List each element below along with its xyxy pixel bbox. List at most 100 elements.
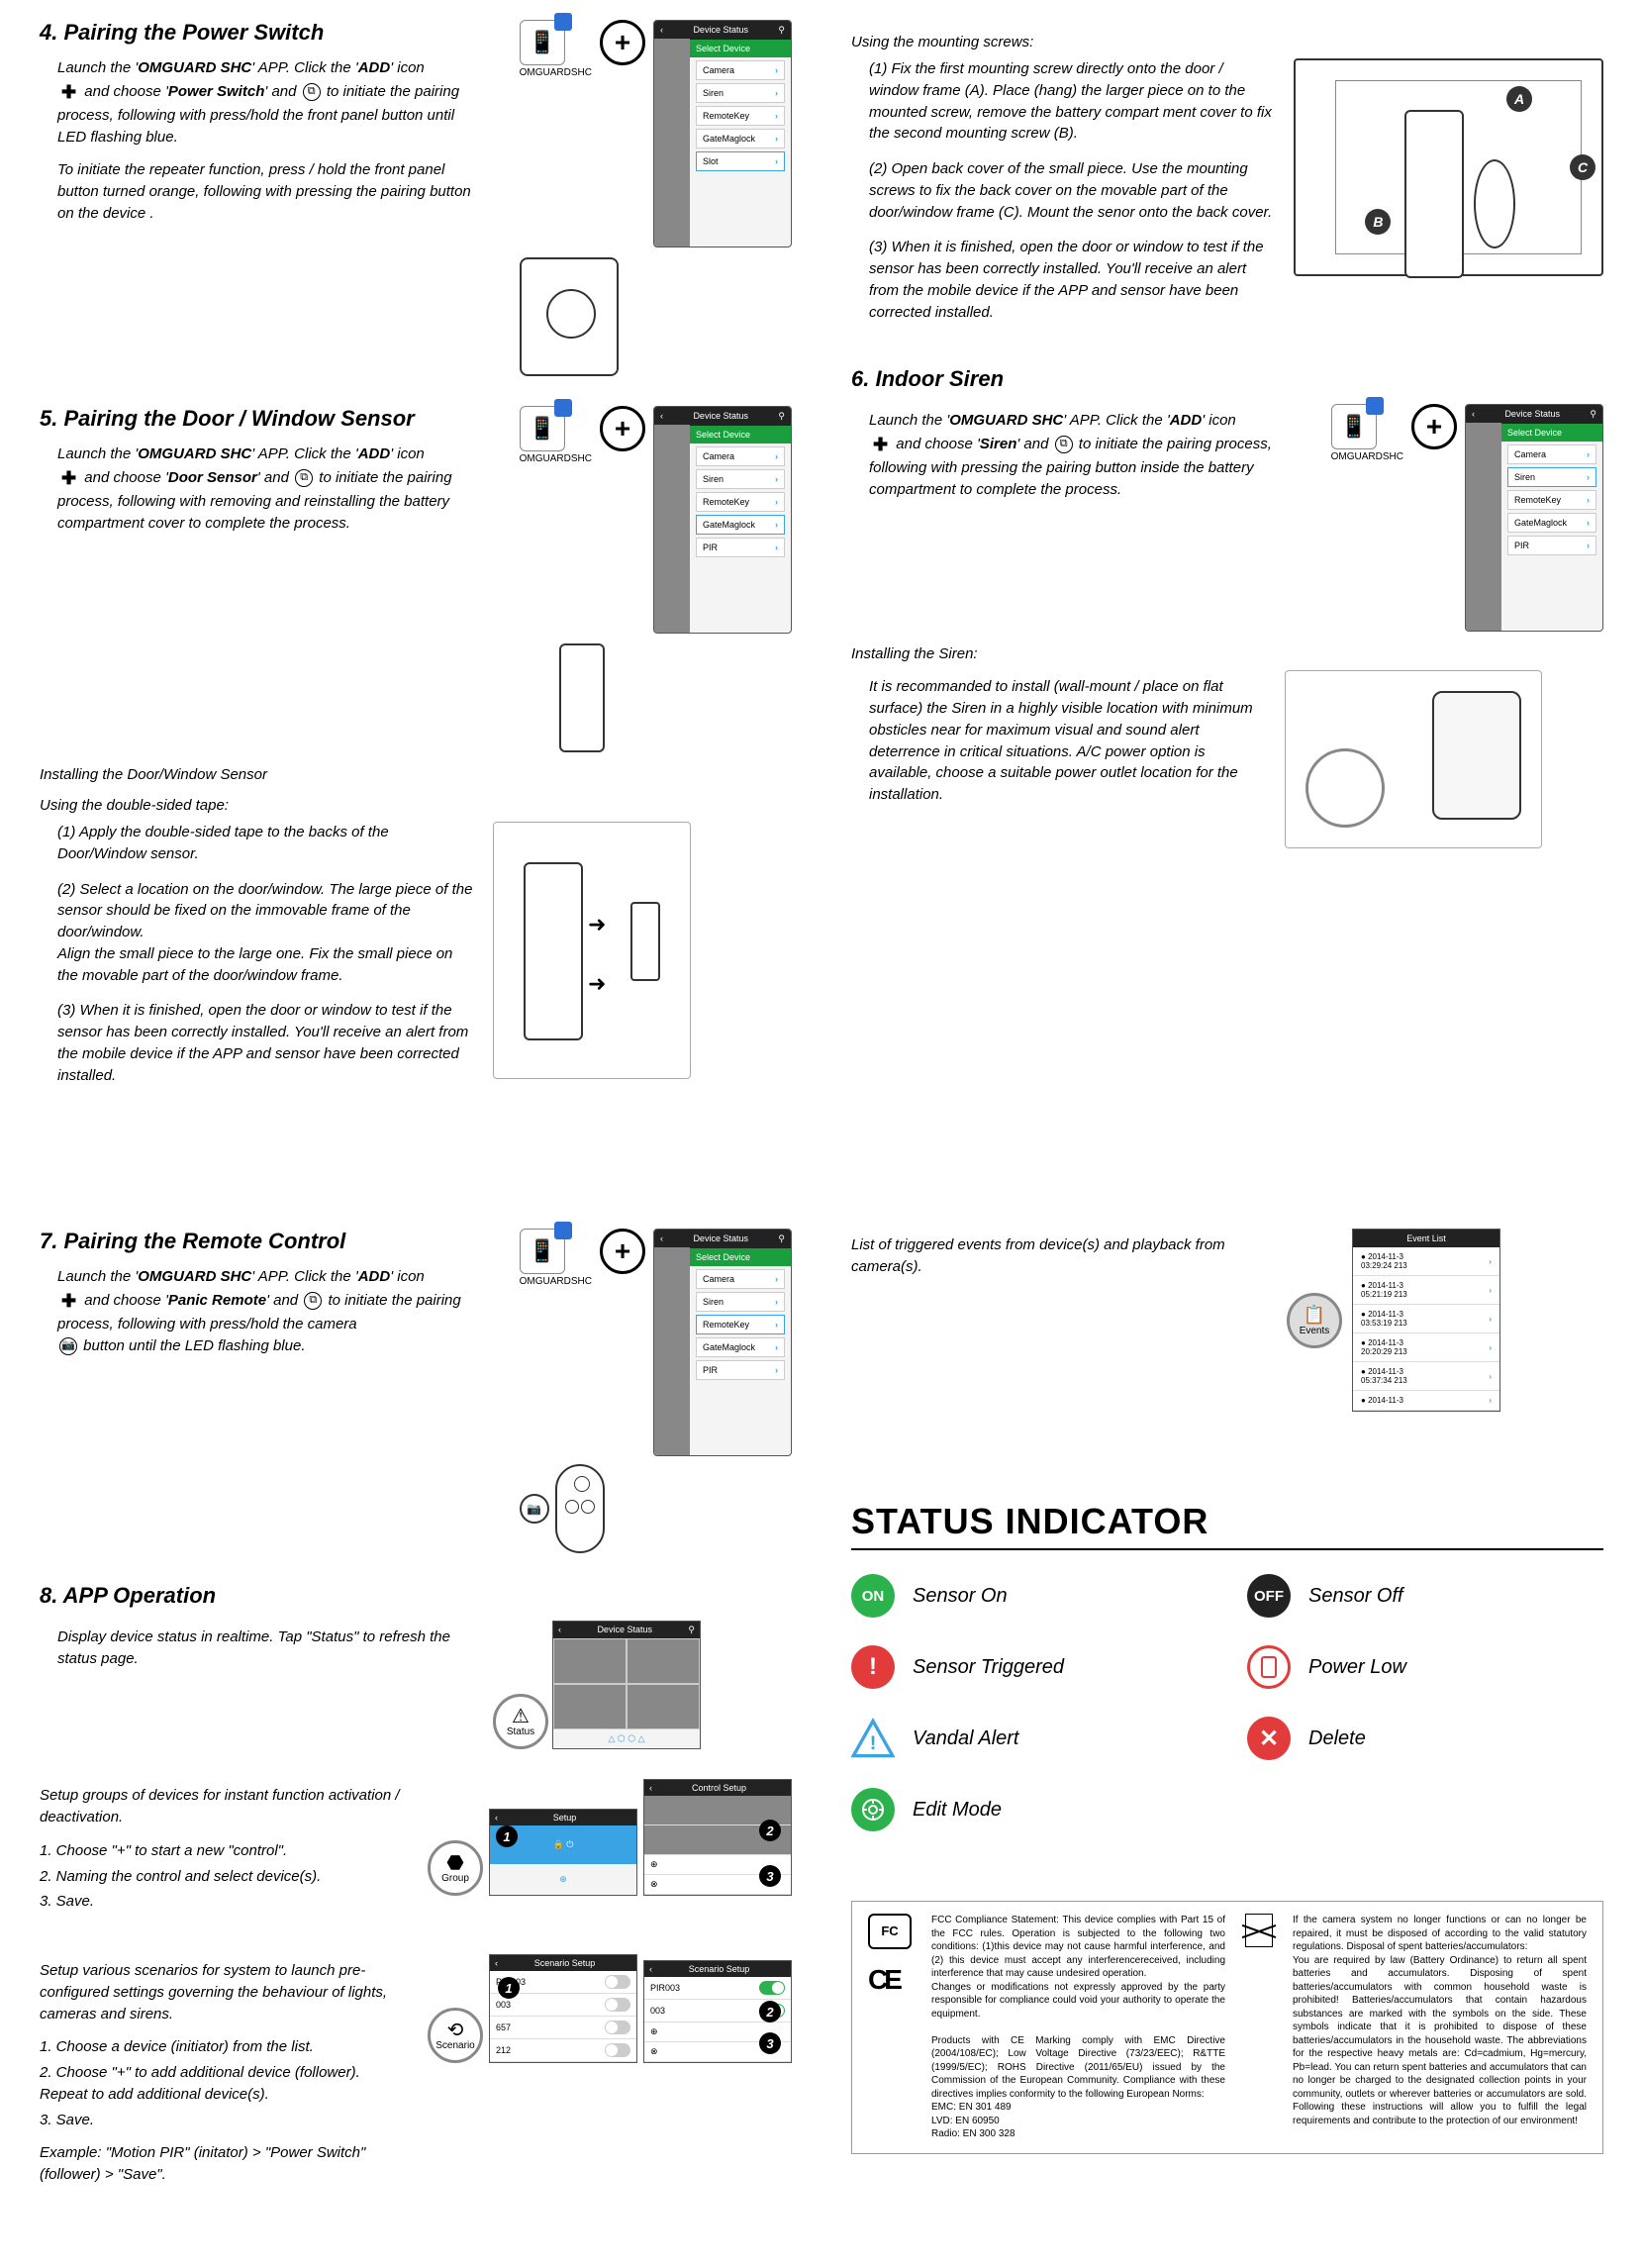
app-label: OMGUARDSHC bbox=[520, 1276, 592, 1287]
status-delete: ✕ Delete bbox=[1247, 1717, 1603, 1760]
status-edit-mode: Edit Mode bbox=[851, 1788, 1208, 1831]
app-icon: 📱 bbox=[520, 406, 565, 451]
device-option: PIR› bbox=[1507, 536, 1596, 555]
opt-label: Siren bbox=[1514, 472, 1535, 482]
device-option: RemoteKey› bbox=[696, 492, 785, 512]
topbar-title: Scenario Setup bbox=[689, 1964, 750, 1974]
txt: Launch the ' bbox=[57, 445, 138, 462]
txt-bold: ADD bbox=[1170, 412, 1203, 429]
opt-label: Camera bbox=[703, 1274, 734, 1284]
status-power-low: Power Low bbox=[1247, 1645, 1603, 1689]
add-icon: + bbox=[600, 406, 645, 451]
status-vandal-alert: ! Vandal Alert bbox=[851, 1717, 1208, 1760]
svg-text:!: ! bbox=[870, 1732, 877, 1754]
tape-title: Using the double-sided tape: bbox=[40, 797, 792, 814]
add-icon: + bbox=[600, 1229, 645, 1274]
section-4-figure: 📱 OMGUARDSHC + ‹Device Status⚲ Select De… bbox=[520, 20, 792, 376]
sec8-p3-step: 2. Choose "+" to add additional device (… bbox=[40, 2062, 408, 2106]
events-desc: List of triggered events from device(s) … bbox=[851, 1234, 1267, 1278]
install-siren-title: Installing the Siren: bbox=[851, 645, 1603, 662]
section-4-body-2: To initiate the repeater function, press… bbox=[57, 159, 473, 224]
section-4-title: 4. Pairing the Power Switch bbox=[40, 20, 500, 46]
bubble-label: Events bbox=[1300, 1326, 1330, 1336]
select-device-header: Select Device bbox=[690, 1248, 791, 1266]
app-label: OMGUARDSHC bbox=[520, 67, 592, 78]
plus-icon: ✚ bbox=[61, 1288, 76, 1314]
status-label: Delete bbox=[1308, 1727, 1366, 1750]
sec8-p1: Display device status in realtime. Tap "… bbox=[57, 1627, 473, 1670]
status-label: Sensor Off bbox=[1308, 1585, 1403, 1608]
txt: ' and bbox=[1016, 436, 1048, 452]
tape-step: (1) Apply the double-sided tape to the b… bbox=[57, 822, 473, 865]
section-status-indicator: STATUS INDICATOR ON Sensor On OFF Sensor… bbox=[851, 1501, 1603, 1871]
section-4-pairing-power-switch: 4. Pairing the Power Switch Launch the '… bbox=[40, 20, 792, 376]
txt: button until the LED flashing blue. bbox=[83, 1337, 305, 1354]
scenario-phone-2: ‹Scenario Setup PIR003 003 ⊕ ⊗ 2 3 bbox=[643, 1960, 792, 2063]
opt-label: Siren bbox=[703, 474, 724, 484]
topbar-title: Device Status bbox=[597, 1625, 652, 1635]
opt-label: Camera bbox=[1514, 449, 1546, 459]
sec8-p2-step: 1. Choose "+" to start a new "control". bbox=[40, 1840, 408, 1862]
status-indicator-title: STATUS INDICATOR bbox=[851, 1501, 1603, 1550]
screw-step: (3) When it is finished, open the door o… bbox=[869, 237, 1274, 323]
fcc-text: FCC Compliance Statement: This device co… bbox=[931, 1914, 1225, 2021]
opt-label: GateMaglock bbox=[703, 520, 755, 530]
txt: ' APP. Click the ' bbox=[251, 445, 357, 462]
topbar-title: Device Status bbox=[693, 1233, 748, 1244]
device-option: Siren› bbox=[696, 1292, 785, 1312]
device-option: Camera› bbox=[1507, 444, 1596, 464]
group-phone-2: ‹Control Setup ⊕ ⊗ 2 3 bbox=[643, 1779, 792, 1896]
phone-mock: ‹Device Status⚲ Select Device Camera› Si… bbox=[653, 20, 792, 247]
device-option-highlight: Slot› bbox=[696, 151, 785, 171]
item-label: PIR003 bbox=[650, 1983, 680, 1993]
bubble-label: Scenario bbox=[435, 2040, 474, 2051]
opt-label: Siren bbox=[703, 88, 724, 98]
legal-col-1: FCC Compliance Statement: This device co… bbox=[931, 1914, 1225, 2141]
screws-figure: A B C bbox=[1294, 58, 1603, 276]
device-option: RemoteKey› bbox=[1507, 490, 1596, 510]
txt: ' APP. Click the ' bbox=[251, 59, 357, 76]
sec8-p3-ex: Example: "Motion PIR" (initator) > "Powe… bbox=[40, 2142, 408, 2186]
topbar-title: Scenario Setup bbox=[534, 1958, 596, 1968]
section-7-figure: 📱 OMGUARDSHC + ‹Device Status⚲ Select De… bbox=[520, 1229, 792, 1553]
event-row: ● 2014-11-320:20:29 213› bbox=[1353, 1333, 1499, 1362]
sec8-p2-step: 3. Save. bbox=[40, 1891, 408, 1913]
device-option: GateMaglock› bbox=[696, 1337, 785, 1357]
status-label: Sensor On bbox=[913, 1585, 1008, 1608]
weee-text-2: You are required by law (Battery Ordinan… bbox=[1293, 1954, 1587, 2128]
weee-text-1: If the camera system no longer functions… bbox=[1293, 1914, 1587, 1954]
txt-bold: Power Switch bbox=[168, 83, 265, 100]
txt: ' APP. Click the ' bbox=[1063, 412, 1169, 429]
legal-col-2: If the camera system no longer functions… bbox=[1293, 1914, 1587, 2141]
event-row: ● 2014-11-303:53:19 213› bbox=[1353, 1305, 1499, 1333]
txt: ' APP. Click the ' bbox=[251, 1268, 357, 1285]
ce-icon: CE bbox=[868, 1961, 899, 1999]
event-row: ● 2014-11-3› bbox=[1353, 1391, 1499, 1411]
status-sensor-on: ON Sensor On bbox=[851, 1574, 1208, 1618]
txt-bold: ADD bbox=[358, 59, 391, 76]
bubble-label: Status bbox=[507, 1726, 534, 1737]
opt-label: Camera bbox=[703, 65, 734, 75]
door-sensor-figure bbox=[559, 643, 605, 752]
scenario-phone-1: ‹Scenario Setup PIR003 003 657 212 1 bbox=[489, 1954, 637, 2063]
section-5-title: 5. Pairing the Door / Window Sensor bbox=[40, 406, 500, 432]
siren-figure bbox=[1285, 670, 1542, 848]
camera-button-icon: 📷 bbox=[520, 1494, 549, 1524]
group-figure: ⬣Group ‹Setup 🔒 ⏻ ⊕ 1 ‹Control Setup ⊕ ⊗… bbox=[428, 1779, 792, 1896]
wifi-icon: ⧉ bbox=[303, 83, 321, 101]
add-icon: + bbox=[1411, 404, 1457, 449]
section-6-body: Launch the 'OMGUARD SHC' APP. Click the … bbox=[869, 410, 1285, 500]
device-option-highlight: Siren› bbox=[1507, 467, 1596, 487]
txt-bold: Siren bbox=[980, 436, 1017, 452]
item-label: 003 bbox=[650, 2006, 665, 2016]
txt: ' and bbox=[264, 83, 296, 100]
opt-label: PIR bbox=[703, 1365, 718, 1375]
section-8-title: 8. APP Operation bbox=[40, 1583, 792, 1609]
section-7-title: 7. Pairing the Remote Control bbox=[40, 1229, 500, 1254]
on-icon: ON bbox=[851, 1574, 895, 1618]
edit-icon bbox=[851, 1788, 895, 1831]
app-icon: 📱 bbox=[520, 1229, 565, 1274]
phone-mock: ‹Device Status⚲ Select Device Camera› Si… bbox=[653, 1229, 792, 1456]
device-option: Siren› bbox=[696, 83, 785, 103]
opt-label: GateMaglock bbox=[703, 1342, 755, 1352]
